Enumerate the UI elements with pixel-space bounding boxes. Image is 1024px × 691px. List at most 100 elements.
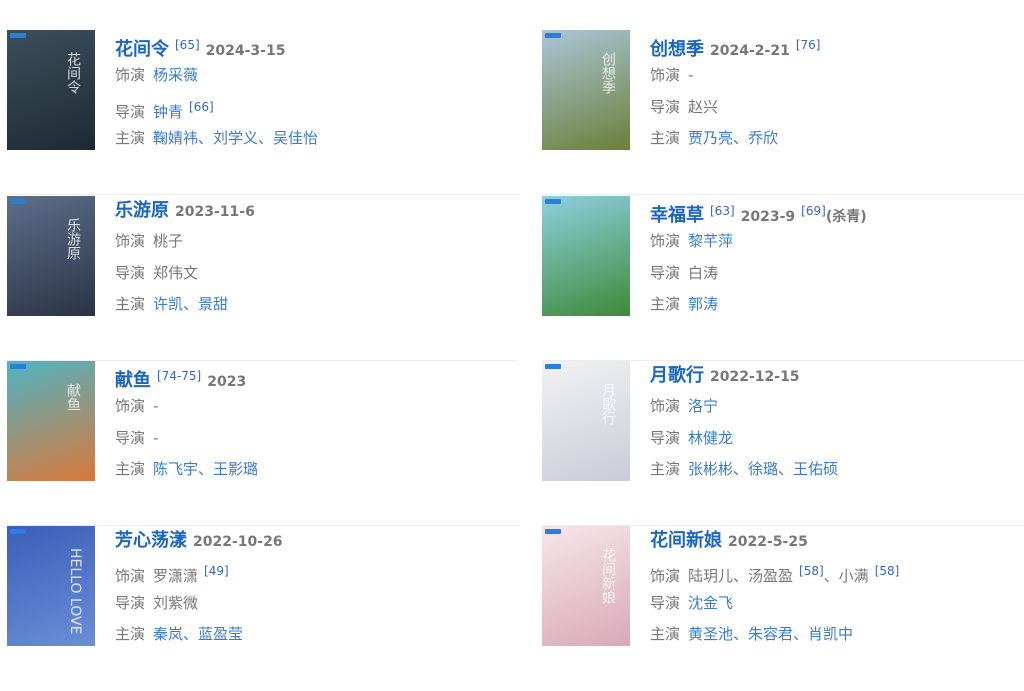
title-row: 献鱼 [74-75] 2023: [115, 361, 258, 391]
role-row: 饰演 洛宁: [650, 391, 838, 423]
drama-title-link[interactable]: 花间令: [115, 39, 169, 60]
person-link[interactable]: 沈金飞: [688, 593, 734, 612]
director-label: 导演: [650, 593, 681, 612]
drama-title-link[interactable]: 月歌行: [650, 365, 704, 386]
role-label: 饰演: [115, 66, 146, 84]
role-label: 饰演: [650, 397, 681, 415]
citation-link[interactable]: [63]: [710, 204, 735, 218]
person-link[interactable]: 黎芊萍: [688, 232, 734, 250]
poster-image[interactable]: 创想季: [542, 30, 630, 150]
cast-row: 主演 张彬彬、徐璐、王佑硕: [650, 454, 838, 486]
release-date: 2023-11-6: [175, 204, 255, 220]
poster-image[interactable]: 月歌行: [542, 361, 630, 481]
person-link[interactable]: 黄圣池、朱容君、肖凯中: [688, 625, 854, 643]
citation-link[interactable]: [76]: [795, 38, 821, 52]
title-row: 幸福草 [63] 2023-9 [69](杀青): [650, 196, 867, 226]
person-link[interactable]: 陈飞宇、王影璐: [153, 460, 259, 478]
cast-row: 主演 鞠婧祎、刘学义、吴佳怡: [115, 123, 318, 155]
citation-link[interactable]: [69]: [801, 204, 826, 218]
person-name: 桃子: [153, 232, 184, 250]
drama-entry: 献鱼 献鱼 [74-75] 2023 饰演 - 导演 - 主演 陈飞宇、王影璐: [7, 361, 517, 526]
citation-link[interactable]: [65]: [175, 38, 200, 52]
poster-image[interactable]: 花间新娘: [542, 526, 630, 646]
cast-label: 主演: [650, 625, 681, 643]
citation-link[interactable]: [49]: [204, 564, 229, 578]
person-name: -: [688, 66, 694, 84]
cast-row: 主演 郭涛: [650, 289, 867, 321]
cast-row: 主演 秦岚、蓝盈莹: [115, 619, 283, 651]
role-label: 饰演: [115, 567, 146, 585]
director-row: 导演 郑伟文: [115, 258, 255, 290]
platform-badge-icon: [10, 199, 26, 204]
cast-row: 主演 陈飞宇、王影璐: [115, 454, 258, 486]
person-link[interactable]: 贾乃亮、乔欣: [688, 129, 779, 147]
person-link[interactable]: 许凯、景甜: [153, 295, 229, 313]
title-row: 花间新娘 2022-5-25: [650, 526, 899, 556]
title-row: 花间令 [65] 2024-3-15: [115, 30, 318, 60]
director-label: 导演: [115, 263, 146, 282]
drama-entry: 幸福草 [63] 2023-9 [69](杀青) 饰演 黎芊萍 导演 白涛 主演 郭涛: [542, 196, 1024, 361]
status-note: (杀青): [825, 209, 867, 225]
cast-label: 主演: [115, 129, 146, 147]
drama-entry: HELLO LOVE 芳心荡漾 2022-10-26 饰演 罗潇潇 [49] 导演 刘紫…: [7, 526, 507, 691]
person-link[interactable]: 钟青: [153, 102, 184, 121]
platform-badge-icon: [545, 529, 561, 534]
cast-label: 主演: [650, 129, 681, 147]
title-row: 创想季 2024-2-21 [76]: [650, 30, 820, 60]
release-date: 2022-12-15: [710, 369, 800, 385]
person-link[interactable]: 洛宁: [688, 397, 719, 415]
person-name: 赵兴: [688, 97, 719, 116]
drama-title-link[interactable]: 幸福草: [650, 205, 704, 226]
director-row: 导演 刘紫微: [115, 588, 283, 620]
poster-title-art: 献鱼: [65, 383, 81, 411]
citation-link[interactable]: [58]: [874, 564, 900, 578]
person-name: -: [153, 428, 159, 447]
role-row: 饰演 罗潇潇 [49]: [115, 556, 283, 588]
director-row: 导演 钟青 [66]: [115, 92, 318, 124]
director-row: 导演 沈金飞: [650, 588, 899, 620]
poster-image[interactable]: 献鱼: [7, 361, 95, 481]
director-label: 导演: [115, 593, 146, 612]
citation-link[interactable]: [66]: [189, 99, 214, 114]
cast-label: 主演: [650, 460, 681, 478]
role-label: 饰演: [650, 567, 681, 585]
cast-label: 主演: [650, 295, 681, 313]
director-row: 导演 林健龙: [650, 423, 838, 455]
person-link[interactable]: 杨采薇: [153, 66, 199, 84]
release-date: 2023-9: [740, 209, 796, 225]
director-row: 导演 赵兴: [650, 92, 820, 124]
poster-title-art: 花间新娘: [600, 548, 616, 604]
platform-badge-icon: [545, 199, 561, 204]
title-row: 乐游原 2023-11-6: [115, 196, 255, 226]
poster-image[interactable]: 乐游原: [7, 196, 95, 316]
person-name: 郑伟文: [153, 263, 199, 282]
citation-link[interactable]: [58]: [799, 564, 824, 578]
cast-row: 主演 许凯、景甜: [115, 289, 255, 321]
drama-title-link[interactable]: 乐游原: [115, 200, 169, 221]
cast-label: 主演: [115, 460, 146, 478]
drama-entry: 乐游原 乐游原 2023-11-6 饰演 桃子 导演 郑伟文 主演 许凯、景甜: [7, 196, 517, 361]
person-link[interactable]: 秦岚、蓝盈莹: [153, 625, 244, 643]
person-name: 刘紫微: [153, 593, 199, 612]
citation-link[interactable]: [74-75]: [157, 369, 202, 383]
poster-image[interactable]: [542, 196, 630, 316]
release-date: 2024-3-15: [205, 43, 286, 59]
poster-image[interactable]: HELLO LOVE: [7, 526, 95, 646]
cast-label: 主演: [115, 295, 146, 313]
role-row: 饰演 -: [115, 391, 258, 423]
drama-title-link[interactable]: 创想季: [650, 39, 704, 60]
person-link[interactable]: 张彬彬、徐璐、王佑硕: [688, 460, 839, 478]
drama-title-link[interactable]: 花间新娘: [650, 530, 722, 551]
person-link[interactable]: 郭涛: [688, 295, 719, 313]
director-label: 导演: [650, 97, 681, 116]
role-label: 饰演: [650, 66, 681, 84]
drama-title-link[interactable]: 芳心荡漾: [115, 530, 187, 551]
person-link[interactable]: 林健龙: [688, 428, 734, 447]
poster-image[interactable]: 花间令: [7, 30, 95, 150]
person-link[interactable]: 鞠婧祎、刘学义、吴佳怡: [153, 129, 319, 147]
director-row: 导演 白涛: [650, 258, 867, 290]
drama-title-link[interactable]: 献鱼: [115, 370, 151, 391]
platform-badge-icon: [545, 364, 561, 369]
drama-entry: 花间新娘 花间新娘 2022-5-25 饰演 陆玥儿、汤盈盈 [58]、小满 [58] …: [542, 526, 1024, 691]
role-label: 饰演: [650, 232, 681, 250]
